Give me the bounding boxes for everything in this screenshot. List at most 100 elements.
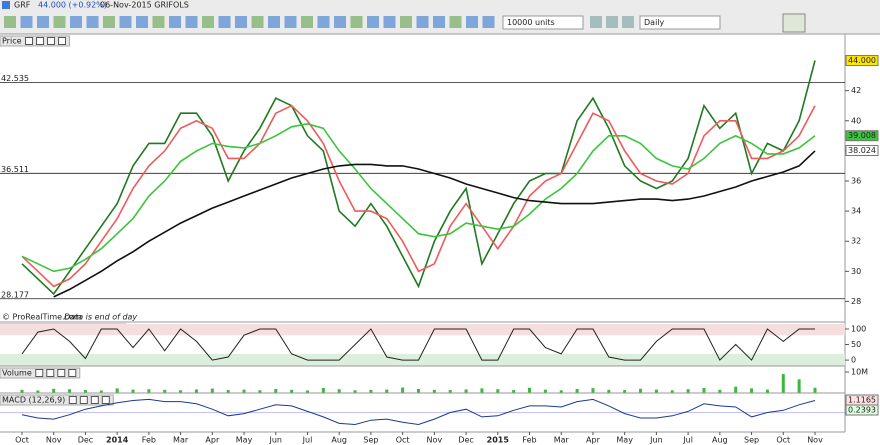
volume-bar [385, 389, 389, 393]
volume-bar [321, 387, 325, 393]
tool-icon[interactable] [251, 16, 264, 28]
volume-bar [496, 389, 500, 393]
panel-button[interactable] [90, 396, 99, 404]
tool-icon[interactable] [449, 16, 462, 28]
tool-icon[interactable] [367, 16, 379, 28]
tool-icon[interactable] [136, 16, 148, 28]
volume-bar [591, 388, 595, 393]
x-tick-label: Dec [78, 436, 93, 445]
volume-bar [179, 390, 183, 393]
volume-bar [194, 389, 198, 393]
instrument-info: 06-Nov-2015 GRIFOLS [100, 1, 189, 10]
value-box-label: 1.1165 [848, 396, 876, 405]
tool-icon[interactable] [152, 16, 165, 28]
panel-button[interactable] [58, 37, 67, 45]
series-line [53, 150, 816, 298]
y-tick-label: 0 [851, 356, 856, 365]
volume-bar [337, 389, 341, 393]
x-tick-label: Nov [427, 436, 443, 445]
panel-button[interactable] [36, 37, 45, 45]
tool-icon[interactable] [482, 16, 495, 28]
panel-title: Price [2, 37, 22, 46]
x-tick-label: May [236, 436, 253, 445]
x-tick-label: 2014 [106, 436, 129, 445]
tool-icon[interactable] [53, 16, 66, 28]
volume-bar [639, 388, 643, 393]
tool-icon[interactable] [416, 16, 429, 28]
x-tick-label: Jul [682, 436, 693, 445]
tool-icon[interactable] [37, 16, 49, 28]
volume-bar [99, 390, 103, 393]
y-tick-label: 28 [851, 297, 861, 306]
panel-button[interactable] [25, 37, 34, 45]
oversold-band [0, 353, 845, 366]
panel-button[interactable] [35, 369, 44, 377]
level-label: 28.177 [1, 290, 29, 299]
tool-icon[interactable] [350, 16, 363, 28]
y-tick-label: 30 [851, 267, 861, 276]
tool-icon[interactable] [169, 16, 181, 28]
series-line [21, 104, 816, 288]
tool-icon[interactable] [268, 16, 280, 28]
tool-icon[interactable] [284, 16, 297, 28]
volume-bar [369, 389, 373, 393]
copyright: © ProRealTime.com [2, 313, 82, 322]
x-tick-label: May [616, 436, 633, 445]
panel-button[interactable] [47, 37, 56, 45]
tool-icon[interactable] [606, 16, 618, 28]
tool-icon[interactable] [103, 16, 115, 28]
panel-button[interactable] [68, 369, 77, 377]
data-note: Data is end of day [64, 313, 137, 322]
x-tick-label: Apr [205, 436, 220, 445]
y-tick-label: 42 [851, 86, 861, 95]
chart-style-button[interactable] [782, 13, 806, 33]
tool-icon[interactable] [218, 16, 231, 28]
tool-icon[interactable] [466, 16, 478, 28]
volume-bar [734, 386, 738, 393]
volume-bar [480, 388, 484, 393]
x-tick-label: Apr [586, 436, 601, 445]
period-dropdown[interactable] [639, 15, 721, 30]
tool-icon[interactable] [202, 16, 214, 28]
tool-icon[interactable] [590, 16, 602, 28]
volume-bar [750, 388, 754, 393]
tool-icon[interactable] [86, 16, 99, 28]
volume-bar [401, 387, 405, 393]
panel-title: Volume [2, 369, 32, 378]
tool-icon[interactable] [185, 16, 198, 28]
volume-bar [131, 389, 135, 393]
volume-bar [68, 389, 72, 393]
change: 44.000 (+0.92%) [38, 1, 107, 10]
panel-button[interactable] [101, 396, 110, 404]
volume-bar [575, 389, 579, 393]
y-tick-label: 36 [851, 176, 861, 185]
series-line [21, 328, 815, 361]
tool-icon[interactable] [235, 16, 247, 28]
tool-icon[interactable] [301, 16, 313, 28]
volume-bar [702, 387, 706, 393]
series-line [21, 398, 816, 426]
panel-button[interactable] [46, 369, 55, 377]
tool-icon[interactable] [20, 16, 33, 28]
panel-button[interactable] [57, 369, 66, 377]
x-tick-label: Sep [363, 436, 378, 445]
tool-icon[interactable] [70, 16, 82, 28]
tool-icon[interactable] [433, 16, 445, 28]
tool-icon[interactable] [400, 16, 412, 28]
panel-button[interactable] [68, 396, 77, 404]
tool-icon[interactable] [4, 16, 16, 28]
quantity-dropdown[interactable] [502, 15, 584, 30]
tool-icon[interactable] [119, 16, 132, 28]
volume-bar [147, 389, 151, 393]
tool-icon[interactable] [334, 16, 346, 28]
volume-bar [210, 388, 214, 393]
tool-icon[interactable] [383, 16, 396, 28]
tool-icon[interactable] [317, 16, 330, 28]
volume-bar [432, 389, 436, 393]
level-label: 36.511 [1, 165, 29, 174]
y-tick-label: 50 [851, 340, 861, 349]
tool-icon[interactable] [622, 16, 634, 28]
overbought-band [0, 324, 845, 336]
panel-button[interactable] [79, 396, 88, 404]
